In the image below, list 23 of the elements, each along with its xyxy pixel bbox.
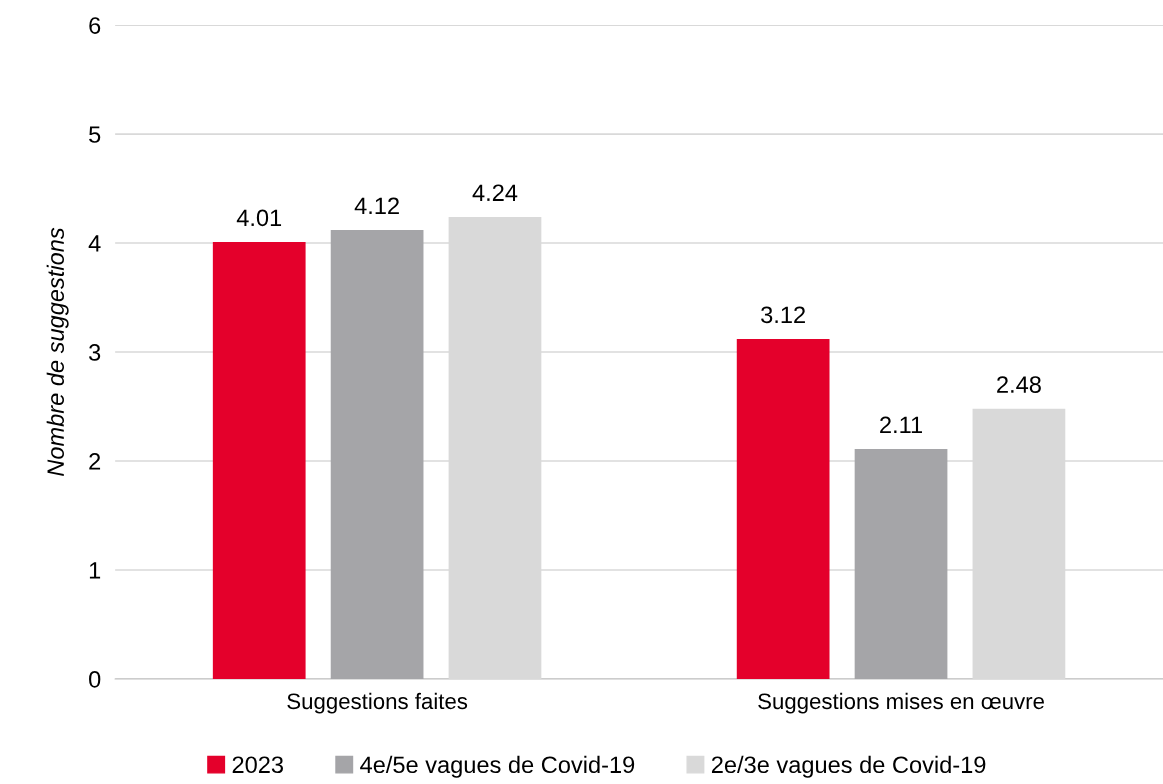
y-tick-label: 1: [89, 562, 101, 579]
data-label: 2.48: [997, 376, 1041, 393]
y-tick-label: 4: [88, 235, 101, 252]
y-tick-label: 5: [89, 126, 101, 143]
y-tick-label: 2: [89, 453, 101, 470]
bar: [330, 229, 424, 679]
x-tick-label: Suggestions mises en œuvre: [758, 692, 1044, 714]
y-tick-label: 0: [89, 671, 101, 688]
legend-label: 4e/5e vagues de Covid-19: [360, 755, 635, 778]
legend-label: 2e/3e vagues de Covid-19: [711, 755, 986, 778]
y-tick-label: 3: [89, 344, 101, 361]
bar: [212, 241, 306, 679]
data-label: 4.24: [472, 184, 518, 201]
x-tick-label: Suggestions faites: [287, 692, 468, 714]
y-tick-label: 6: [89, 17, 101, 34]
legend-label: 2023: [232, 756, 283, 774]
data-label: 3.12: [761, 306, 805, 324]
data-label: 4.01: [236, 209, 282, 227]
bar: [854, 449, 948, 679]
data-label: 2.11: [880, 416, 922, 433]
y-axis-title: Nombre de suggestions: [46, 227, 69, 476]
bar: [736, 338, 830, 679]
data-label: 4.12: [354, 197, 399, 214]
